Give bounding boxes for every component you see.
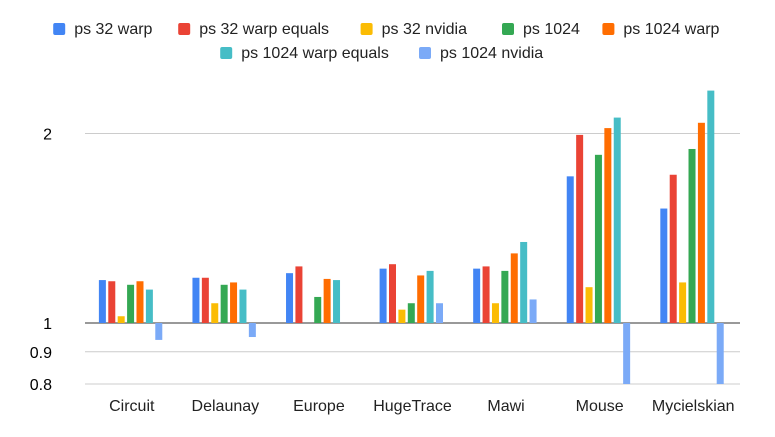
bar-ps-1024-warp-mycielskian <box>697 122 705 323</box>
bar-ps-1024-warp-equals-hugetrace <box>426 270 434 323</box>
bar-ps-1024-circuit <box>127 284 135 323</box>
bar-ps-32-warp-circuit <box>98 280 106 323</box>
bar-ps-1024-warp-equals-mawi <box>520 241 528 323</box>
bar-ps-1024-nvidia-delaunay <box>248 323 256 338</box>
bar-ps-1024-mycielskian <box>688 148 696 323</box>
bar-ps-32-nvidia-mawi <box>491 303 499 323</box>
legend-swatch <box>419 47 431 59</box>
y-tick-label: 1 <box>43 316 52 333</box>
bar-ps-1024-warp-mouse <box>604 128 612 323</box>
bar-ps-32-warp-equals-europe <box>295 266 303 323</box>
bar-ps-32-warp-equals-mawi <box>482 266 490 323</box>
bar-ps-32-nvidia-delaunay <box>211 303 219 323</box>
bar-ps-32-nvidia-hugetrace <box>398 309 406 323</box>
bar-ps-32-warp-equals-mouse <box>576 134 584 323</box>
bar-ps-1024-warp-hugetrace <box>417 275 425 323</box>
bar-ps-1024-nvidia-mycielskian <box>716 323 724 384</box>
y-tick-label: 2 <box>43 127 52 144</box>
legend-swatch <box>502 23 514 35</box>
bar-ps-32-nvidia-mouse <box>585 287 593 323</box>
bar-ps-32-warp-equals-mycielskian <box>669 174 677 323</box>
bar-ps-32-warp-equals-delaunay <box>201 277 209 323</box>
legend-swatch <box>602 23 615 35</box>
legend: ps 32 warp ps 32 warp equals ps 32 nvidia p… <box>53 21 720 62</box>
legend-swatch <box>178 23 191 35</box>
bar-ps-32-warp-mouse <box>566 176 574 323</box>
x-tick-label: Europe <box>293 398 345 415</box>
bar-ps-32-nvidia-circuit <box>117 316 125 323</box>
bars <box>98 90 724 384</box>
bar-ps-1024-delaunay <box>220 284 228 323</box>
x-tick-label: Mouse <box>576 398 624 415</box>
bar-ps-1024-mawi <box>501 270 509 323</box>
legend-label: ps 1024 warp equals <box>241 45 389 62</box>
legend-label: ps 1024 nvidia <box>440 45 543 62</box>
bar-ps-1024-mouse <box>594 154 602 323</box>
legend-label: ps 32 warp <box>74 21 152 38</box>
bar-ps-1024-warp-delaunay <box>230 282 238 323</box>
bar-ps-1024-nvidia-mouse <box>623 323 631 384</box>
bar-ps-32-warp-mawi <box>473 268 481 323</box>
legend-label: ps 32 nvidia <box>382 21 467 38</box>
x-axis: Circuit Delaunay Europe HugeTrace Mawi Mouse M… <box>109 398 734 415</box>
bar-ps-32-warp-equals-circuit <box>108 281 116 323</box>
bar-ps-32-warp-mycielskian <box>660 208 668 323</box>
bar-ps-32-nvidia-mycielskian <box>679 282 687 323</box>
bar-ps-32-warp-delaunay <box>192 277 200 323</box>
gridlines <box>85 133 740 385</box>
legend-label: ps 1024 <box>523 21 580 38</box>
y-tick-label: 0.9 <box>30 345 52 362</box>
x-tick-label: Circuit <box>109 398 155 415</box>
bar-ps-1024-warp-equals-mouse <box>613 117 621 323</box>
legend-swatch <box>53 23 66 35</box>
bar-ps-1024-warp-equals-delaunay <box>239 289 247 323</box>
bar-ps-32-warp-europe <box>286 273 294 323</box>
x-tick-label: Delaunay <box>192 398 260 415</box>
bar-ps-32-warp-equals-hugetrace <box>389 264 396 323</box>
x-tick-label: Mawi <box>487 398 524 415</box>
legend-label: ps 32 warp equals <box>199 21 329 38</box>
bar-ps-1024-warp-circuit <box>136 281 144 323</box>
bar-ps-32-warp-hugetrace <box>379 268 387 323</box>
bar-ps-1024-warp-europe <box>323 278 331 323</box>
bar-ps-1024-nvidia-circuit <box>155 323 163 340</box>
bar-ps-1024-hugetrace <box>407 303 415 323</box>
bar-ps-1024-warp-mawi <box>510 253 518 323</box>
y-axis: 0.8 0.9 1 2 <box>30 127 52 394</box>
bar-ps-1024-warp-equals-europe <box>333 280 341 323</box>
bar-ps-1024-warp-equals-circuit <box>145 289 153 323</box>
legend-swatch <box>220 47 233 59</box>
bar-ps-1024-nvidia-hugetrace <box>436 303 443 323</box>
legend-label: ps 1024 warp <box>623 21 719 38</box>
y-tick-label: 0.8 <box>30 377 52 394</box>
x-tick-label: HugeTrace <box>373 398 452 415</box>
bar-ps-1024-warp-equals-mycielskian <box>707 90 715 323</box>
x-tick-label: Mycielskian <box>652 398 735 415</box>
bar-ps-1024-europe <box>314 296 322 323</box>
legend-swatch <box>360 23 373 35</box>
bar-ps-1024-nvidia-mawi <box>529 299 537 323</box>
